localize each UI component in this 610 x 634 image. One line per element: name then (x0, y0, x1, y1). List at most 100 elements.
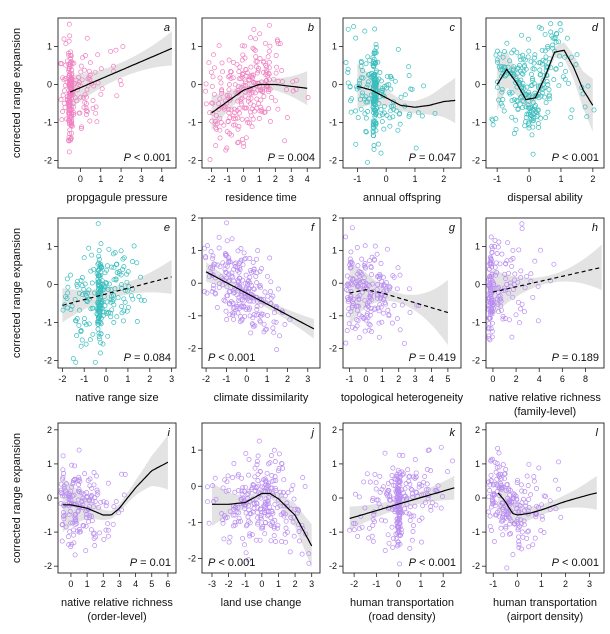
data-point (80, 55, 86, 61)
data-point (533, 103, 538, 108)
data-point (530, 66, 536, 72)
x-tick-label: 0 (78, 174, 83, 184)
data-point (235, 519, 241, 525)
data-point (94, 487, 100, 493)
data-point (489, 299, 495, 305)
data-point (266, 65, 272, 71)
data-point (256, 83, 262, 89)
x-tick-label: -2 (225, 579, 233, 589)
data-point (256, 438, 262, 444)
data-point (91, 470, 97, 475)
data-point (117, 78, 123, 84)
x-tick-label: 3 (309, 579, 314, 589)
data-point (377, 113, 383, 119)
y-tick-label: -1 (329, 311, 337, 321)
data-point (495, 59, 501, 65)
data-point (236, 69, 242, 74)
data-point (416, 517, 422, 523)
data-point (486, 266, 492, 272)
data-point (500, 511, 506, 517)
p-value-label: P = 0.419 (409, 352, 456, 364)
data-point (373, 50, 379, 56)
data-point (270, 293, 276, 299)
data-point (108, 297, 114, 303)
data-point (69, 462, 75, 468)
data-point (490, 499, 496, 505)
data-point (389, 320, 395, 326)
data-point (367, 525, 372, 531)
y-tick-label: 1 (47, 41, 52, 51)
x-tick-label: 4 (133, 579, 138, 589)
data-point (495, 285, 501, 291)
data-point (256, 101, 261, 107)
data-point (283, 539, 289, 545)
panel-letter: h (592, 222, 598, 234)
data-point (216, 281, 222, 287)
data-point (351, 521, 357, 526)
data-point (542, 31, 548, 37)
data-point (98, 66, 104, 72)
data-point (343, 340, 349, 346)
data-point (239, 488, 245, 494)
data-point (355, 115, 361, 121)
data-point (368, 292, 374, 298)
data-point (238, 84, 244, 90)
data-point (424, 467, 430, 472)
data-point (406, 64, 412, 70)
data-point (526, 461, 532, 467)
data-point (535, 121, 541, 127)
data-point (100, 313, 106, 318)
data-point (213, 126, 219, 132)
x-tick-label: 0 (68, 579, 73, 589)
scatter-points (486, 445, 564, 571)
data-point (97, 306, 103, 312)
y-tick-label: 1 (475, 41, 480, 51)
data-point (385, 532, 391, 538)
data-point (257, 318, 263, 324)
data-point (438, 505, 444, 511)
data-point (421, 83, 427, 89)
data-point (210, 256, 216, 262)
data-point (252, 323, 258, 329)
data-point (486, 305, 492, 311)
data-point (370, 538, 376, 544)
data-point (76, 322, 82, 328)
y-tick-label: -1 (44, 527, 52, 537)
data-point (208, 69, 214, 75)
data-point (506, 486, 512, 492)
data-point (82, 281, 88, 287)
data-point (487, 482, 493, 488)
y-tick-label: 1 (191, 246, 196, 256)
data-point (379, 119, 385, 124)
data-point (67, 33, 73, 39)
data-point (67, 117, 73, 123)
data-point (219, 511, 225, 517)
data-point (230, 310, 236, 316)
data-point (236, 297, 242, 303)
data-point (267, 289, 273, 295)
x-axis-label: (airport density) (507, 611, 583, 623)
data-point (381, 484, 386, 490)
data-point (529, 132, 535, 138)
data-point (226, 74, 232, 80)
data-point (81, 491, 87, 497)
data-point (223, 308, 229, 314)
data-point (367, 312, 373, 318)
x-axis-label: land use change (221, 597, 302, 609)
data-point (558, 27, 564, 33)
data-point (77, 479, 83, 484)
data-point (373, 106, 379, 111)
data-point (232, 522, 238, 528)
data-point (502, 471, 508, 477)
data-point (74, 521, 80, 526)
data-point (516, 534, 522, 540)
data-point (63, 294, 68, 300)
data-point (492, 500, 498, 506)
data-point (204, 484, 210, 490)
confidence-band (62, 434, 168, 533)
data-point (489, 244, 495, 249)
data-point (116, 510, 122, 516)
data-point (284, 115, 290, 120)
data-point (232, 512, 238, 518)
data-point (392, 78, 398, 84)
